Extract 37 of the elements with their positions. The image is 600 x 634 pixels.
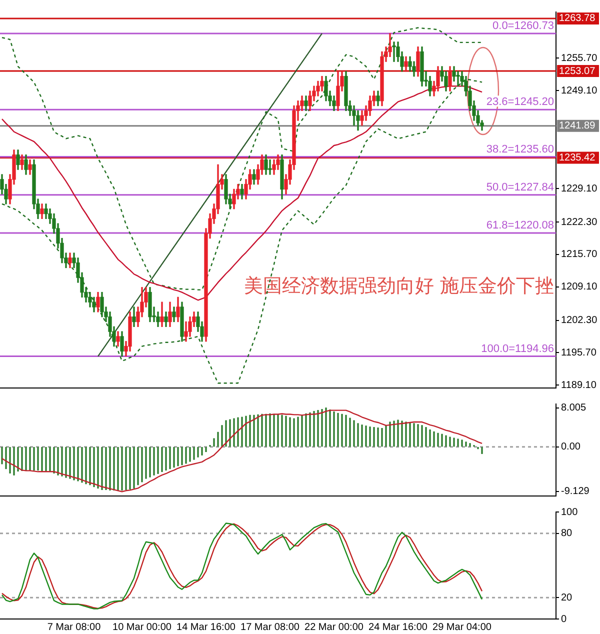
y-tick-label: 1229.10 [561, 183, 598, 194]
y-tick-label: 0 [561, 614, 567, 625]
y-tick-label: 1255.70 [561, 52, 598, 64]
y-tick-label: 20 [561, 592, 573, 604]
x-tick-label: 22 Mar 00:00 [304, 622, 364, 633]
x-tick-label: 7 Mar 08:00 [47, 622, 102, 633]
y-tick-label: 0.00 [561, 442, 581, 453]
y-tick-label: 1215.70 [561, 249, 598, 260]
y-tick-label: 80 [561, 528, 573, 540]
y-tick-label: 1189.10 [561, 380, 597, 391]
annotation: 38.2=1235.60 [486, 143, 554, 156]
candlestick [268, 159, 272, 175]
x-tick-label: 17 Mar 08:00 [240, 622, 300, 633]
ref-line-label: 1263.78 [559, 13, 596, 24]
y-tick-label: 1222.30 [561, 216, 598, 228]
y-tick-label: -9.129 [561, 486, 590, 498]
annotation: 50.0=1227.84 [486, 181, 554, 194]
y-tick-label: 1249.10 [561, 85, 598, 96]
y-tick-label: 8.005 [561, 402, 586, 414]
candlestick [392, 42, 396, 62]
ref-line-label: 1241.89 [559, 120, 596, 132]
annotation: 100.0=1194.96 [481, 342, 554, 355]
annotation: 61.8=1220.08 [486, 220, 554, 232]
y-tick-label: 100 [561, 506, 578, 518]
x-tick-label: 10 Mar 00:00 [112, 622, 172, 633]
x-tick-label: 24 Mar 16:00 [368, 622, 428, 633]
annotation: 0.0=1260.73 [492, 20, 554, 32]
x-tick-label: 29 Mar 04:00 [432, 622, 492, 633]
ref-line-label: 1253.07 [559, 66, 596, 77]
ref-line-label: 1235.42 [559, 152, 596, 164]
annotation: 23.6=1245.20 [486, 96, 554, 108]
annotation: 美国经济数据强劲向好 施压金价下挫 [244, 274, 554, 299]
x-tick-label: 14 Mar 16:00 [176, 622, 236, 633]
y-tick-label: 1209.10 [561, 282, 598, 293]
candlestick [160, 302, 164, 327]
y-tick-label: 1202.30 [561, 315, 598, 326]
y-tick-label: 1195.70 [561, 347, 597, 358]
